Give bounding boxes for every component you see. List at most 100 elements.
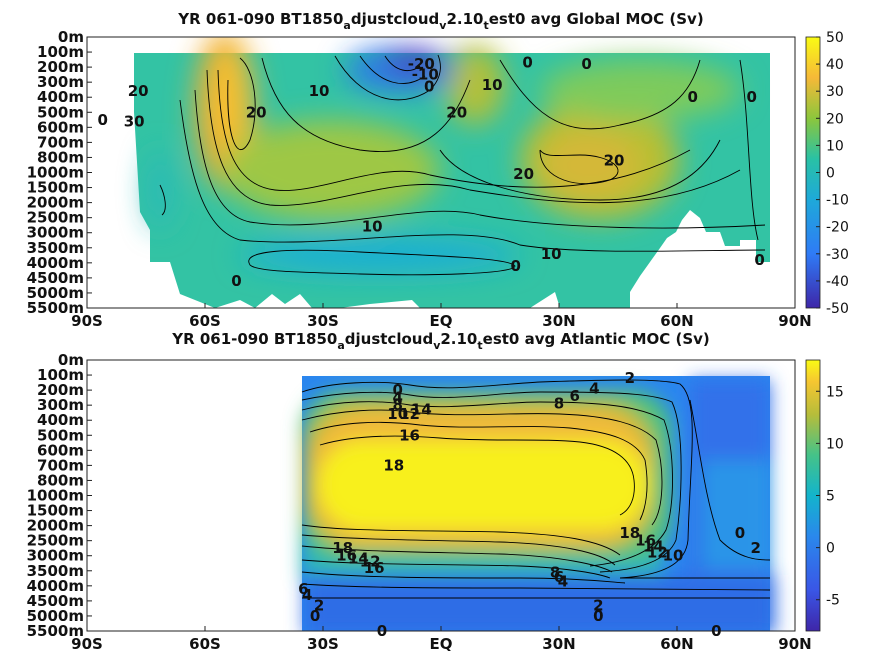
y-tick-label: 600m [37, 441, 84, 459]
global-field [134, 37, 770, 308]
contour-label: 10 [663, 547, 684, 565]
y-tick-label: 5500m [27, 299, 84, 317]
x-tick-label: 30S [307, 635, 339, 653]
colorbar-tick-label: 40 [826, 57, 844, 73]
contour-label: 20 [446, 103, 467, 121]
y-tick-label: 400m [37, 88, 84, 106]
x-tick-label: 60S [189, 312, 221, 330]
global-colorbar-ticks: 50 40 30 20 10 0 -10 -20 -30 -40 -50 [816, 30, 849, 317]
contour-label: 16 [635, 532, 656, 550]
global-x-axis: 90S 60S 30S EQ 30N 60N 90N [71, 303, 812, 330]
y-tick-label: 4000m [27, 254, 84, 272]
contour-label: 2 [750, 539, 760, 557]
contour-label: 4 [558, 572, 568, 590]
contour-label: 0 [593, 607, 603, 625]
x-tick-label: EQ [430, 635, 453, 653]
contour-label: 12 [647, 544, 668, 562]
colorbar-tick-label: -20 [826, 220, 849, 236]
contour-label: 18 [332, 539, 353, 557]
contour-label: 18 [619, 524, 640, 542]
atlantic-colorbar-ticks: 15 10 5 0 -5 [816, 384, 844, 609]
x-tick-label: 30N [542, 312, 575, 330]
contour-label: 0 [393, 381, 403, 399]
colorbar-tick-label: 0 [826, 541, 835, 557]
y-tick-label: 4000m [27, 577, 84, 595]
atlantic-x-axis: 90S 60S 30S EQ 30N 60N 90N [71, 626, 812, 653]
contour-label: 16 [364, 559, 385, 577]
y-tick-label: 2000m [27, 194, 84, 212]
y-tick-label: 4500m [27, 269, 84, 287]
contour-label: 14 [643, 538, 664, 556]
contour-label: 0 [581, 55, 591, 73]
contour-label: 0 [377, 622, 387, 640]
contour-label: 0 [754, 251, 764, 269]
colorbar-tick-label: 50 [826, 30, 844, 46]
y-tick-label: 3000m [27, 224, 84, 242]
atlantic-title: YR 061-090 BT1850adjustcloudv2.10test0 a… [171, 330, 710, 352]
contour-label: 2 [625, 369, 635, 387]
x-tick-label: 90N [778, 312, 811, 330]
atlantic-y-axis: 0m100m200m300m400m500m600m700m800m1000m1… [27, 351, 92, 640]
contour-label: 10 [362, 218, 383, 236]
colorbar-tick-label: 30 [826, 84, 844, 100]
contour-label: 12 [399, 405, 420, 423]
contour-label: 14 [411, 401, 432, 419]
contour-label: 16 [399, 426, 420, 444]
colorbar-tick-label: -30 [826, 247, 849, 263]
colorbar-tick-label: 10 [826, 138, 844, 154]
y-tick-label: 1500m [27, 179, 84, 197]
contour-label: 0 [522, 54, 532, 72]
contour-label: 20 [604, 151, 625, 169]
contour-label: 4 [589, 380, 599, 398]
x-tick-label: 60N [660, 635, 693, 653]
contour-label: 16 [336, 547, 357, 565]
y-tick-label: 3500m [27, 562, 84, 580]
x-tick-label: 30S [307, 312, 339, 330]
x-tick-label: 90N [778, 635, 811, 653]
y-tick-label: 0m [58, 351, 84, 369]
x-tick-label: 90S [71, 312, 103, 330]
y-tick-label: 100m [37, 366, 84, 384]
y-tick-label: 800m [37, 148, 84, 166]
y-tick-label: 0m [58, 28, 84, 46]
y-tick-label: 3500m [27, 239, 84, 257]
colorbar-tick-label: 0 [826, 166, 835, 182]
y-tick-label: 800m [37, 471, 84, 489]
contour-label: 0 [735, 524, 745, 542]
contour-label: 0 [98, 111, 108, 129]
atlantic-moc-panel: YR 061-090 BT1850adjustcloudv2.10test0 a… [27, 330, 844, 653]
global-title: YR 061-090 BT1850adjustcloudv2.10test0 a… [177, 10, 703, 32]
contour-label: 6 [570, 387, 580, 405]
contour-label: 10 [387, 405, 408, 423]
colorbar-tick-label: -5 [826, 593, 840, 609]
y-tick-label: 5000m [27, 607, 84, 625]
contour-label: 0 [231, 272, 241, 290]
contour-label: 0 [424, 78, 434, 96]
atlantic-field [301, 376, 775, 631]
colorbar-tick-label: 10 [826, 436, 844, 452]
y-tick-label: 300m [37, 396, 84, 414]
contour-label: 10 [309, 82, 330, 100]
contour-label: 0 [688, 88, 698, 106]
y-tick-label: 500m [37, 426, 84, 444]
y-tick-label: 400m [37, 411, 84, 429]
contour-label: 0 [711, 622, 721, 640]
global-y-axis: 0m100m200m300m400m500m600m700m800m1000m1… [27, 28, 92, 317]
y-tick-label: 3000m [27, 547, 84, 565]
colorbar-tick-label: 5 [826, 489, 835, 505]
contour-label: -10 [412, 66, 439, 84]
contour-label: 6 [554, 568, 564, 586]
x-tick-label: EQ [430, 312, 453, 330]
y-tick-label: 500m [37, 103, 84, 121]
contour-label: 12 [360, 553, 381, 571]
contour-label: 4 [393, 389, 403, 407]
contour-label: 8 [550, 563, 560, 581]
colorbar-tick-label: 20 [826, 111, 844, 127]
y-tick-label: 200m [37, 58, 84, 76]
contour-label: 18 [383, 456, 404, 474]
x-tick-label: 90S [71, 635, 103, 653]
contour-label: 10 [482, 76, 503, 94]
